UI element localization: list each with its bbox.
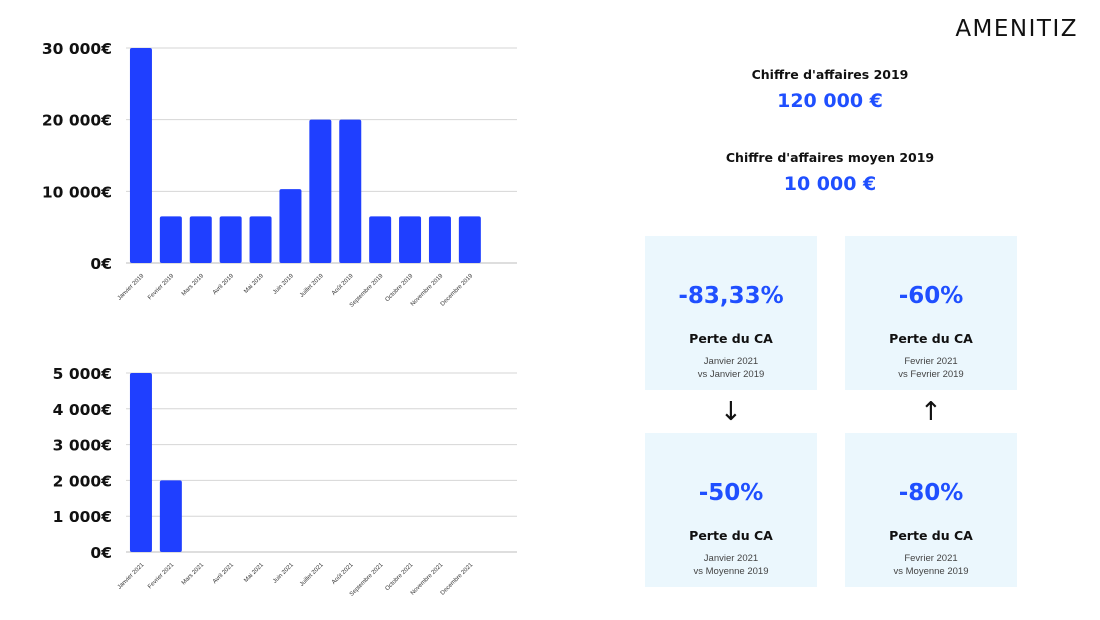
x-tick-label: Août 2021 — [331, 562, 355, 586]
bar — [159, 216, 182, 263]
comparison-line-2: vs Moyenne 2019 — [693, 566, 769, 577]
loss-percentage: -60% — [898, 283, 964, 309]
x-tick-label: Juillet 2021 — [299, 562, 325, 588]
y-tick-label: 0€ — [90, 544, 112, 562]
comparison-line-1: Janvier 2021 — [703, 553, 759, 564]
x-tick-label: Septembre 2019 — [349, 273, 385, 309]
bar — [339, 119, 362, 264]
y-tick-label: 20 000€ — [42, 112, 112, 130]
bar — [159, 480, 182, 552]
y-tick-label: 30 000€ — [42, 40, 112, 58]
x-tick-label: Avril 2019 — [212, 273, 236, 297]
loss-card-jan-vs-jan: -83,33% Perte du CA Janvier 2021 vs Janv… — [645, 236, 817, 390]
comparison-line-2: vs Janvier 2019 — [697, 369, 765, 380]
bar — [129, 48, 152, 263]
bar — [249, 216, 272, 263]
x-tick-label: Decembre 2019 — [440, 273, 475, 308]
loss-label: Perte du CA — [889, 331, 973, 346]
y-tick-label: 1 000€ — [53, 508, 112, 526]
brand-logo: AMENITIZ — [955, 16, 1078, 42]
bar — [219, 216, 242, 263]
x-tick-label: Janvier 2019 — [117, 273, 146, 302]
loss-label: Perte du CA — [689, 331, 773, 346]
y-tick-label: 4 000€ — [53, 401, 112, 419]
comparison-line-1: Janvier 2021 — [703, 356, 759, 367]
comparison-line-1: Fevrier 2021 — [904, 553, 958, 564]
comparison-line-2: vs Moyenne 2019 — [893, 566, 969, 577]
x-tick-label: Mars 2019 — [181, 273, 206, 298]
kpi-value: 10 000 € — [783, 173, 877, 195]
y-tick-label: 10 000€ — [42, 183, 112, 201]
kpi-average-revenue-2019: Chiffre d'affaires moyen 2019 10 000 € — [650, 150, 1010, 195]
loss-comparison: Fevrier 2021 vs Moyenne 2019 — [845, 552, 1017, 578]
bar — [428, 216, 451, 263]
arrow-up-icon: ↑ — [920, 397, 942, 427]
loss-percentage: -80% — [898, 480, 964, 506]
bar — [309, 119, 332, 264]
loss-comparison: Fevrier 2021 vs Fevrier 2019 — [845, 355, 1017, 381]
x-tick-label: Janvier 2021 — [117, 562, 146, 591]
loss-percentage: -50% — [698, 480, 764, 506]
chart-revenue-2019: 0€ 10 000€ 20 000€ 30 000€ Janvier 2019 Fevri… — [42, 40, 517, 309]
bar — [369, 216, 392, 263]
loss-comparison: Janvier 2021 vs Moyenne 2019 — [645, 552, 817, 578]
y-tick-label: 0€ — [90, 255, 112, 273]
x-tick-label: Octobre 2019 — [385, 273, 415, 303]
x-tick-label: Fevrier 2019 — [147, 273, 176, 302]
loss-card-feb-vs-feb: -60% Perte du CA Fevrier 2021 vs Fevrier… — [845, 236, 1017, 390]
x-tick-label: Octobre 2021 — [385, 562, 415, 592]
loss-percentage: -83,33% — [678, 283, 784, 309]
loss-comparison: Janvier 2021 vs Janvier 2019 — [645, 355, 817, 381]
x-tick-label: Juillet 2019 — [299, 273, 325, 299]
x-tick-label: Juin 2019 — [272, 273, 295, 296]
arrow-down-icon: ↓ — [720, 397, 742, 427]
kpi-label: Chiffre d'affaires 2019 — [751, 67, 909, 82]
kpi-label: Chiffre d'affaires moyen 2019 — [725, 150, 935, 165]
kpi-revenue-2019: Chiffre d'affaires 2019 120 000 € — [650, 67, 1010, 112]
x-tick-label: Juin 2021 — [272, 562, 295, 585]
bar — [399, 216, 422, 263]
comparison-line-1: Fevrier 2021 — [904, 356, 958, 367]
y-tick-label: 3 000€ — [53, 437, 112, 455]
x-tick-label: Mai 2021 — [243, 562, 265, 584]
loss-label: Perte du CA — [689, 528, 773, 543]
x-tick-label: Fevrier 2021 — [147, 562, 176, 591]
y-tick-label: 2 000€ — [53, 472, 112, 490]
kpi-value: 120 000 € — [777, 90, 883, 112]
bar — [189, 216, 212, 263]
comparison-line-2: vs Fevrier 2019 — [898, 369, 964, 380]
bar — [129, 373, 152, 552]
x-tick-label: Mars 2021 — [181, 562, 206, 587]
x-tick-label: Mai 2019 — [243, 273, 265, 295]
bar — [279, 189, 302, 263]
x-tick-label: Avril 2021 — [212, 562, 236, 586]
loss-card-feb-vs-average: -80% Perte du CA Fevrier 2021 vs Moyenne… — [845, 433, 1017, 587]
loss-label: Perte du CA — [889, 528, 973, 543]
x-tick-label: Août 2019 — [331, 273, 355, 297]
y-tick-label: 5 000€ — [53, 365, 112, 383]
loss-card-jan-vs-average: -50% Perte du CA Janvier 2021 vs Moyenne… — [645, 433, 817, 587]
chart-revenue-2021: 0€ 1 000€ 2 000€ 3 000€ 4 000€ 5 000€ Janvier … — [53, 365, 517, 598]
bar — [458, 216, 481, 263]
x-tick-label: Septembre 2021 — [349, 562, 385, 598]
x-tick-label: Decembre 2021 — [440, 562, 475, 597]
